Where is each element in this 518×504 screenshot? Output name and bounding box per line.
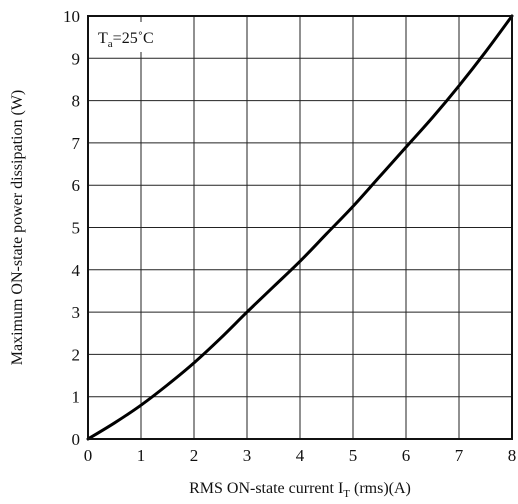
y-tick-label: 2 <box>72 345 81 364</box>
x-tick-label: 2 <box>190 446 199 465</box>
y-tick-label: 8 <box>72 92 81 111</box>
y-tick-label: 3 <box>72 303 81 322</box>
x-axis-label-main: RMS ON-state current I <box>189 480 343 497</box>
x-tick-label: 4 <box>296 446 305 465</box>
y-tick-label: 6 <box>72 176 81 195</box>
x-axis-label-tail: (rms)(A) <box>350 480 411 497</box>
x-tick-label: 7 <box>455 446 464 465</box>
y-axis-label: Maximum ON-state power dissipation (W) <box>9 90 26 366</box>
plot-frame <box>87 15 513 440</box>
y-tick-label: 1 <box>72 388 81 407</box>
grid <box>87 15 513 440</box>
series-layer <box>86 14 514 441</box>
annotation-box <box>92 22 186 52</box>
x-tick-label: 3 <box>243 446 252 465</box>
y-tick-label: 0 <box>72 430 81 449</box>
y-tick-label: 5 <box>72 219 81 238</box>
y-tick-labels: 0 1 2 3 4 5 6 7 8 9 10 <box>63 7 81 449</box>
annotation-main: T <box>98 30 108 47</box>
annotation-sub: a <box>108 38 113 50</box>
y-tick-label: 9 <box>72 49 81 68</box>
series-line <box>86 14 514 441</box>
x-tick-label: 5 <box>349 446 358 465</box>
x-tick-label: 1 <box>137 446 146 465</box>
x-tick-label: 6 <box>402 446 411 465</box>
annotation-tail: =25˚C <box>113 30 154 47</box>
y-tick-label: 4 <box>72 261 81 280</box>
x-tick-label: 8 <box>508 446 517 465</box>
y-tick-label: 10 <box>63 7 80 26</box>
x-tick-label: 0 <box>84 446 93 465</box>
x-axis-label: RMS ON-state current IT (rms)(A) <box>189 480 411 500</box>
x-axis-label-sub: T <box>343 488 350 500</box>
annotation: Ta=25˚C <box>98 30 154 50</box>
x-tick-labels: 0 1 2 3 4 5 6 7 8 <box>84 446 517 465</box>
y-tick-label: 7 <box>72 134 81 153</box>
